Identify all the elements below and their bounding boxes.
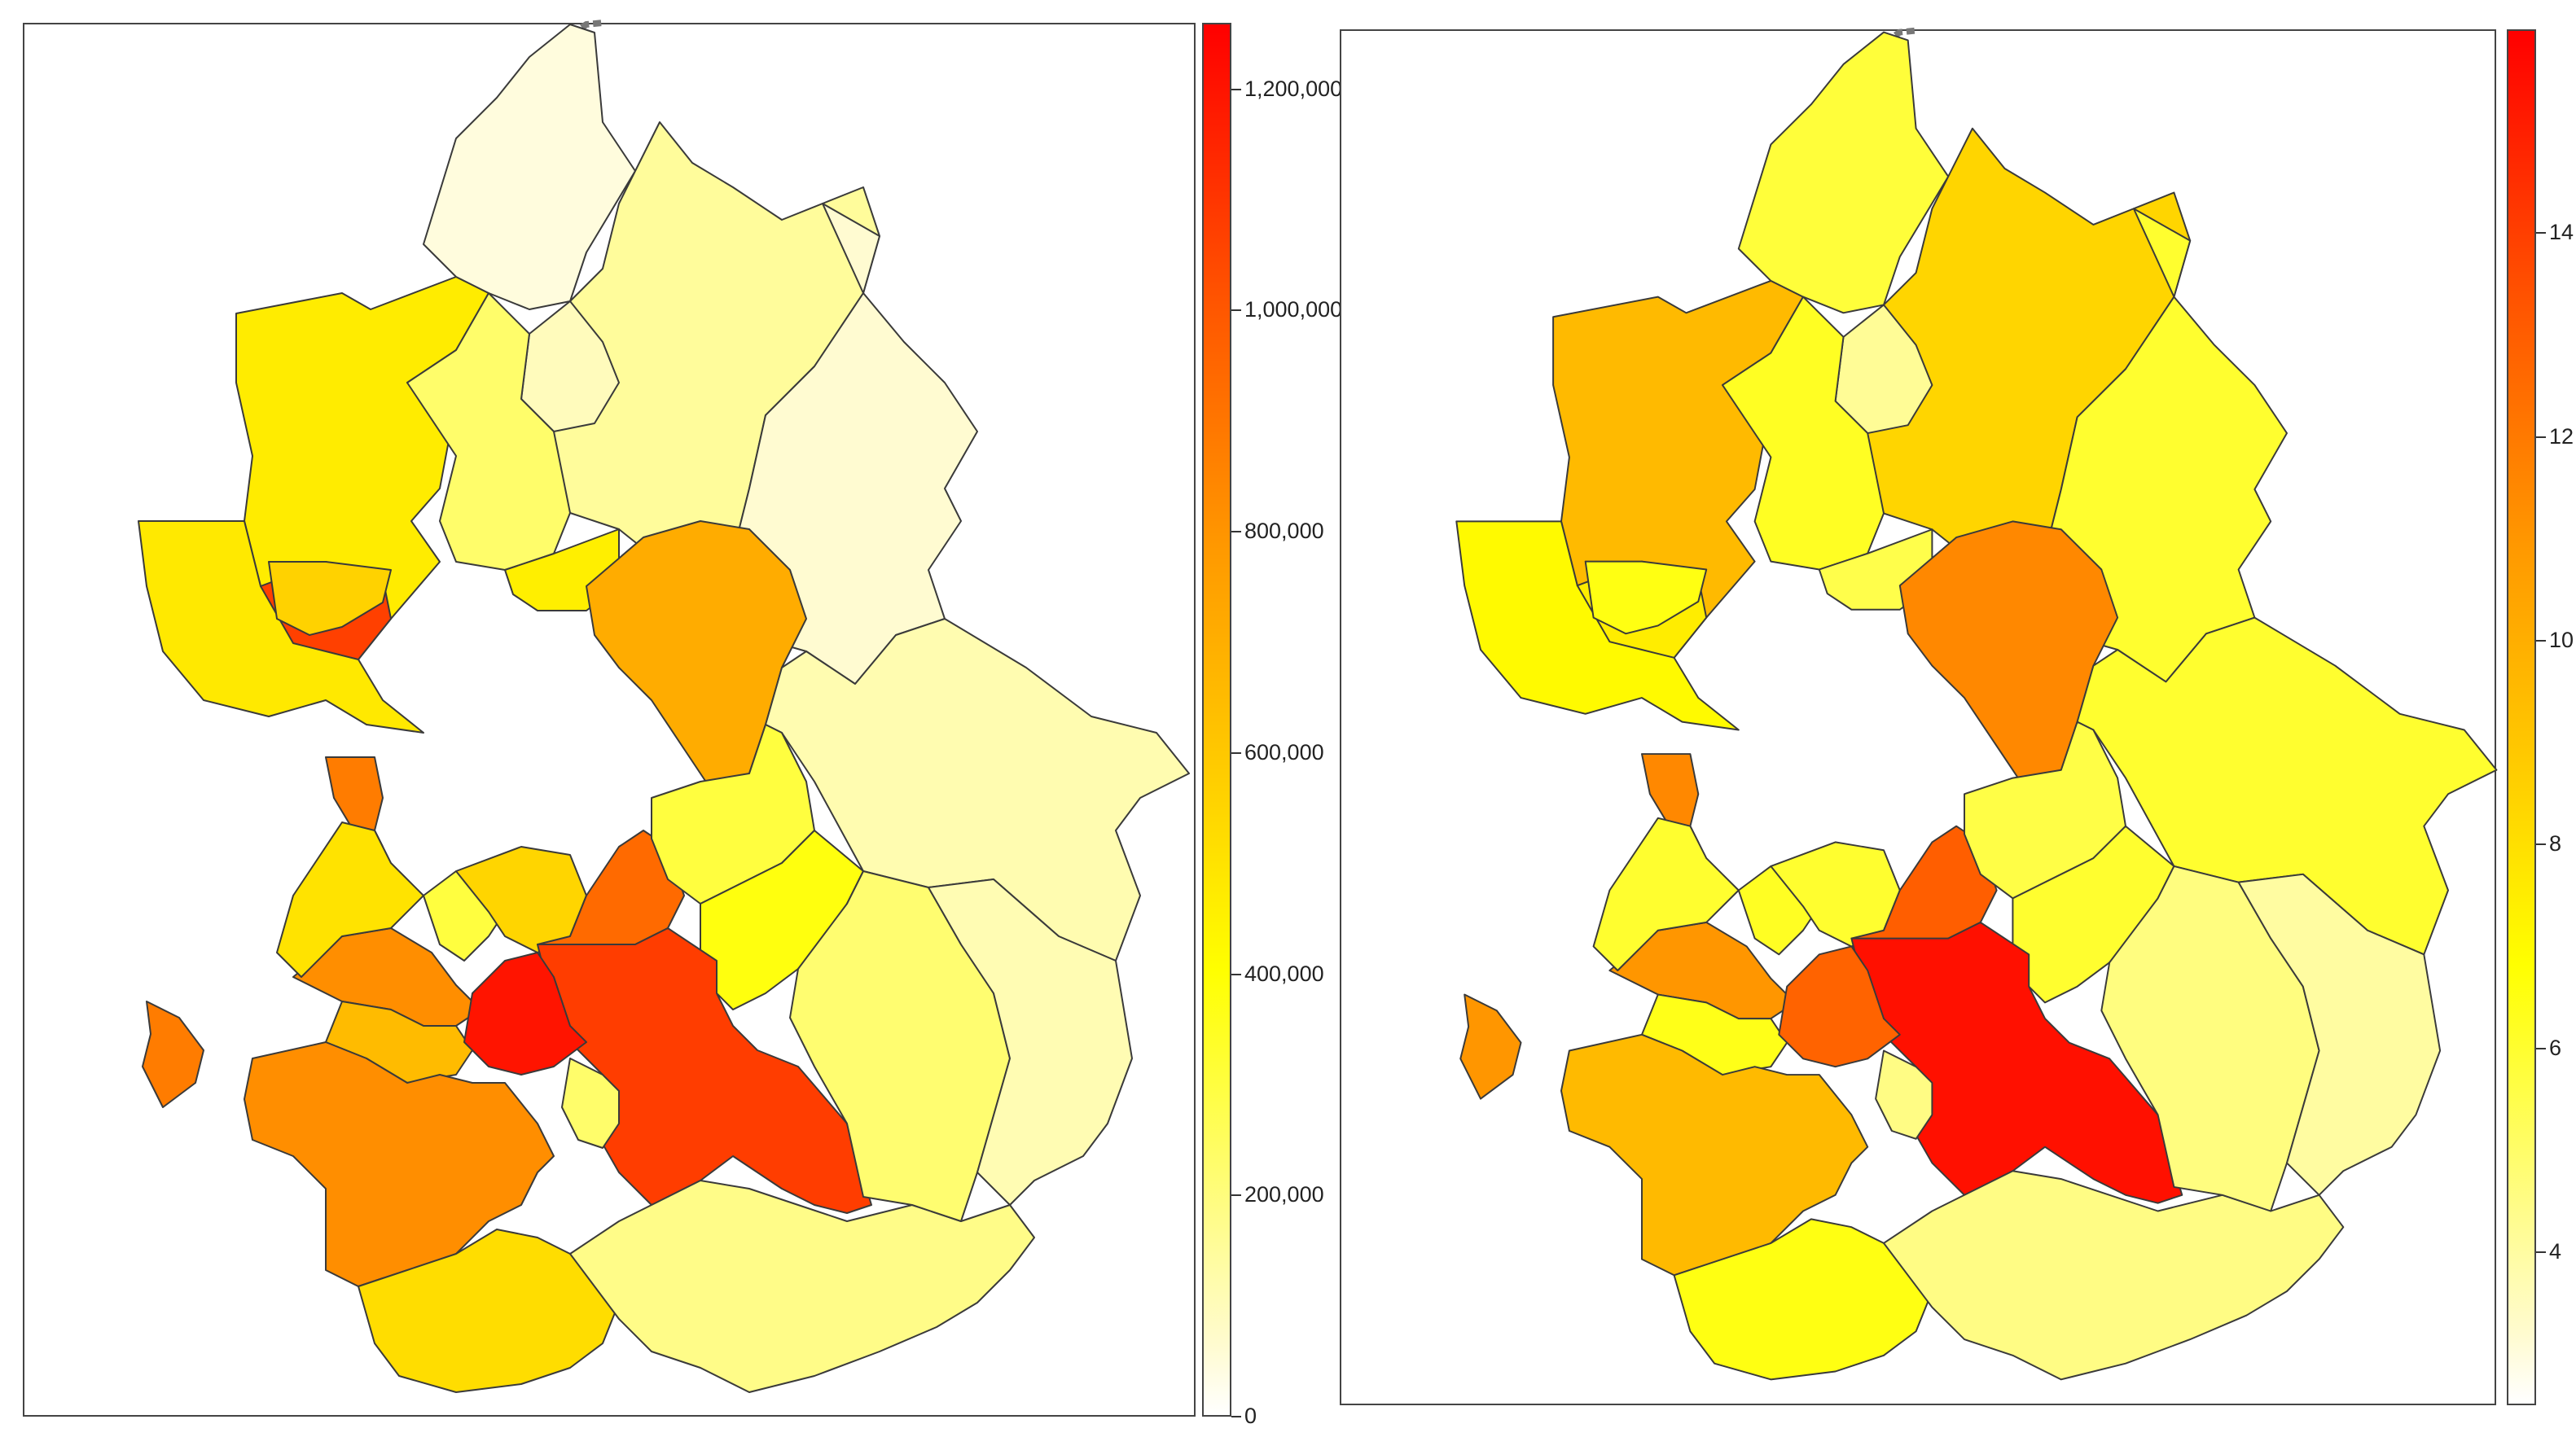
right-region-hwaseong: [1560, 1033, 1869, 1277]
left-region-anseong: [569, 1180, 1035, 1393]
left-region-suwon: [463, 952, 587, 1076]
left-colorbar-tick-mark: [1231, 309, 1241, 312]
left-colorbar-tick-mark: [1231, 1194, 1241, 1197]
right-region-siheung: [1592, 817, 1740, 971]
left-region-ongjin: [142, 1001, 204, 1108]
left-colorbar-tick-label: 200,000: [1244, 1182, 1324, 1207]
left-colorbar-tick-mark: [1231, 973, 1241, 975]
right-colorbar-tick-mark: [2536, 640, 2546, 642]
left-colorbar-tick-label: 1,200,000: [1244, 76, 1343, 101]
right-colorbar-tick-mark: [2536, 436, 2546, 438]
left-region-yeoju: [928, 878, 1133, 1206]
right-region-suwon: [1778, 945, 1901, 1068]
left-regions-group: [138, 20, 1190, 1393]
right-regions-group: [1455, 27, 2498, 1381]
left-region-osan: [561, 1058, 620, 1149]
right-colorbar: [2507, 29, 2536, 1405]
left-colorbar-tick-label: 800,000: [1244, 519, 1324, 544]
right-region-yangpyeong: [2076, 616, 2498, 956]
right-colorbar-tick-mark: [2536, 1251, 2546, 1254]
left-colorbar-tick-label: 600,000: [1244, 739, 1324, 765]
left-region-goyang-west: [268, 561, 392, 636]
left-colorbar: [1202, 23, 1231, 1417]
left-choropleth-map: [138, 20, 1190, 1393]
right-colorbar-tick-mark: [2536, 232, 2546, 234]
right-colorbar-tick-label: 14: [2549, 220, 2574, 245]
right-region-osan: [1875, 1049, 1933, 1140]
right-colorbar-tick-label: 10: [2549, 628, 2574, 653]
right-colorbar-tick-label: 6: [2549, 1035, 2562, 1060]
left-colorbar-tick-mark: [1231, 88, 1241, 90]
left-colorbar-tick-label: 1,000,000: [1244, 297, 1343, 322]
right-colorbar-tick-label: 12: [2549, 423, 2574, 449]
right-colorbar-tick-mark: [2536, 1047, 2546, 1049]
right-region-yeoncheon: [1737, 31, 1950, 314]
right-colorbar-tick-mark: [2536, 843, 2546, 846]
right-region-yeoju: [2237, 873, 2442, 1196]
left-colorbar-tick-label: 0: [1244, 1404, 1257, 1428]
left-colorbar-tick-mark: [1231, 751, 1241, 754]
left-colorbar-tick-mark: [1231, 531, 1241, 533]
right-region-ongjin: [1459, 993, 1522, 1100]
right-region-goyang-west: [1584, 560, 1708, 635]
left-region-yangpyeong: [765, 618, 1190, 962]
left-colorbar-tick-mark: [1231, 1416, 1241, 1417]
left-colorbar-tick-label: 400,000: [1244, 961, 1324, 986]
right-region-anseong: [1883, 1170, 2345, 1381]
left-region-hwaseong: [244, 1041, 555, 1287]
left-region-siheung: [276, 821, 424, 978]
right-colorbar-tick-label: 4: [2549, 1239, 2562, 1264]
left-region-yeoncheon: [423, 24, 636, 310]
right-colorbar-tick-label: 8: [2549, 831, 2562, 857]
